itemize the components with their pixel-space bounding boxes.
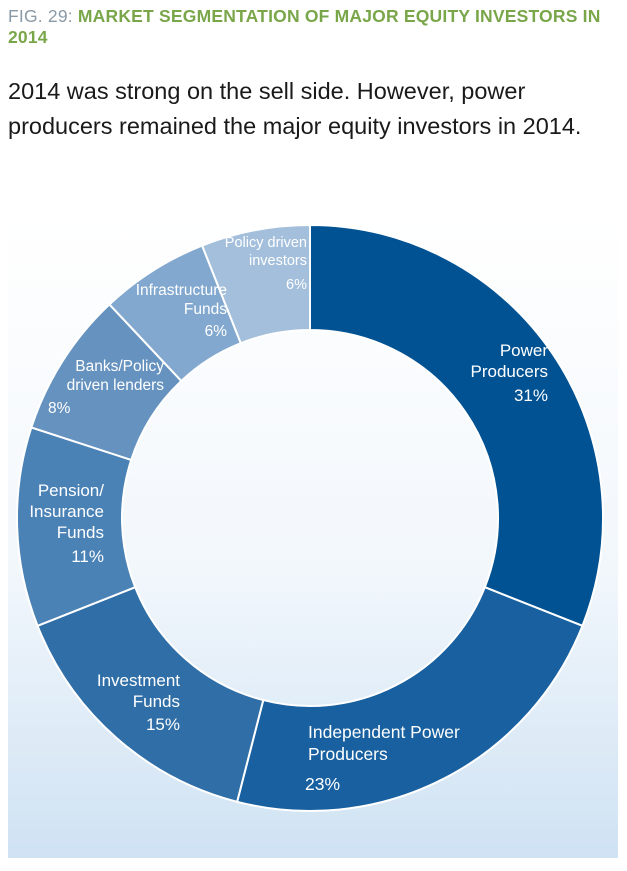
slice-label: Independent Power Producers [308,722,460,764]
slice-label: Banks/Policy driven lenders [67,358,165,394]
donut-slice [309,223,604,628]
figure-title: MARKET SEGMENTATION OF MAJOR EQUITY INVE… [8,6,601,47]
slice-value-label: 11% [71,547,104,566]
slice-value-label: 15% [146,715,180,734]
slice-value-label: 31% [514,386,548,405]
figure-subtitle: 2014 was strong on the sell side. Howeve… [8,78,582,139]
slice-label: Pension/Insurance Funds [29,481,104,542]
chart-panel: Power Producers 31% Independent Power Produc… [8,218,618,858]
donut-chart: Power Producers 31% Independent Power Produc… [16,223,604,812]
slice-value-label: 6% [286,277,307,293]
slice-label: Policy driven investors [225,235,307,269]
slice-value-label: 8% [48,400,71,417]
slice-label: Infrastructure Funds [136,282,228,318]
donut-slice [200,223,311,345]
slice-value-label: 6% [205,323,228,340]
slice-value-label: 23% [305,774,340,794]
figure-number: FIG. 29: [8,6,78,26]
figure-heading: FIG. 29: MARKET SEGMENTATION OF MAJOR EQ… [8,6,620,48]
slice-label: Investment Funds [97,671,180,711]
donut-slice [235,585,584,812]
slice-label: Power Producers [471,341,549,381]
